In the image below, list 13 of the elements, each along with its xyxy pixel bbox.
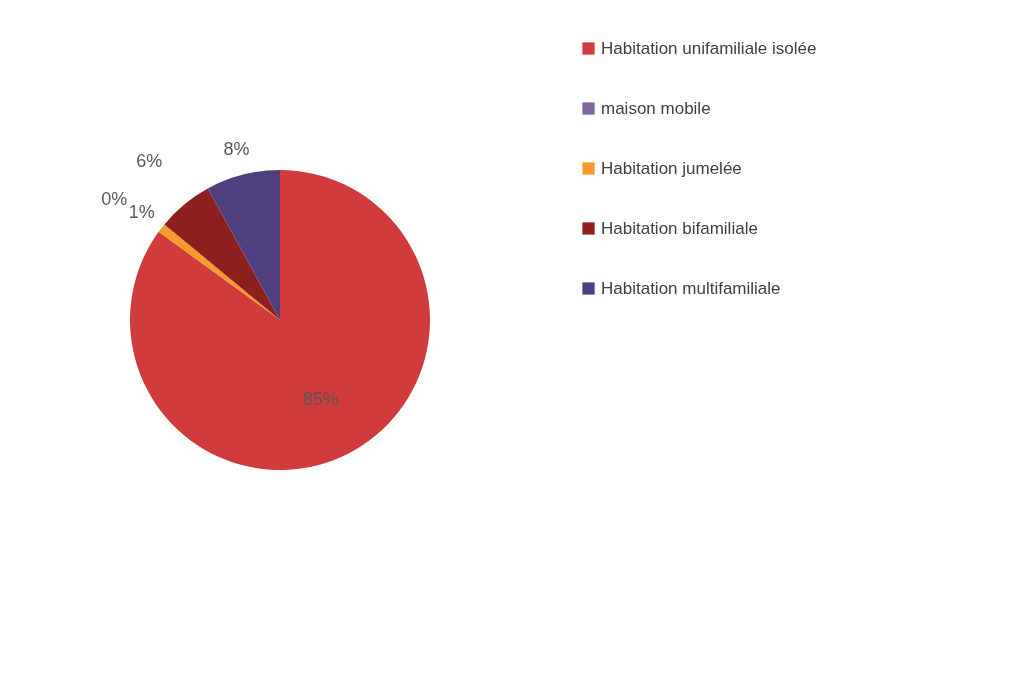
- data-label: 6%: [136, 151, 163, 172]
- data-label: 1%: [128, 201, 155, 222]
- legend-label: maison mobile: [601, 98, 711, 118]
- legend-label: Habitation unifamiliale isolée: [601, 38, 817, 58]
- pie-slice: [130, 170, 430, 470]
- data-label: 8%: [223, 139, 250, 160]
- legend-label: Habitation jumelée: [601, 158, 742, 178]
- pie-slice: [164, 188, 280, 320]
- legend-label: Habitation multifamiliale: [601, 278, 781, 298]
- legend-label: Habitation bifamiliale: [601, 218, 758, 238]
- data-label: 85%: [302, 389, 339, 410]
- text: 0%: [101, 188, 128, 209]
- pie-slice: [207, 170, 280, 320]
